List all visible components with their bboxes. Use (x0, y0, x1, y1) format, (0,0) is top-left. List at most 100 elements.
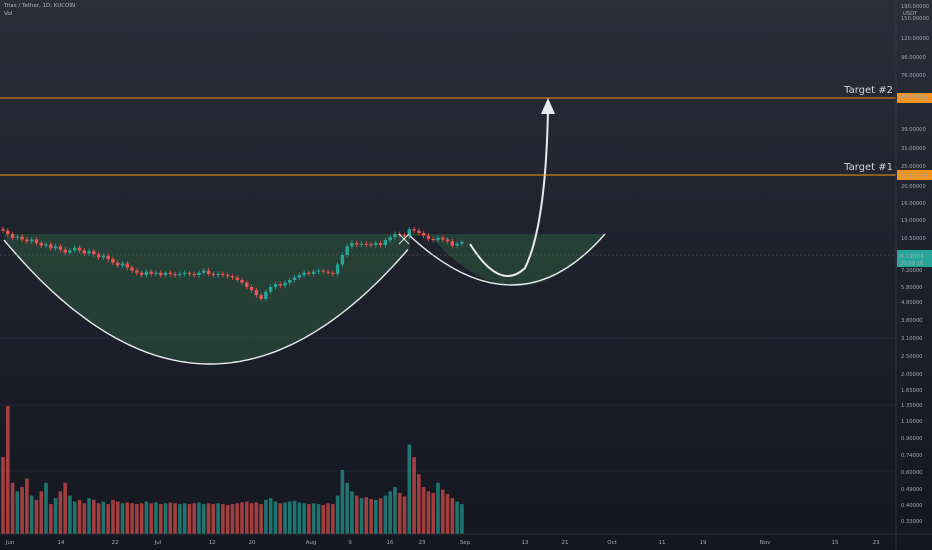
price-tick-label: 0.60000 (901, 470, 922, 476)
volume-bar (426, 491, 431, 534)
volume-bar (359, 498, 364, 534)
candle-body (355, 243, 359, 245)
candle-body (211, 273, 216, 276)
candle-body (44, 244, 48, 246)
candle-body (417, 230, 421, 234)
candle-body (49, 244, 53, 249)
price-tick-label: 2.50000 (901, 354, 922, 360)
time-tick-label: Jun (5, 540, 15, 546)
candle-body (116, 262, 120, 266)
candle-layer (1, 226, 464, 302)
symbol-legend[interactable]: Trias / Tether, 1D, KUCOIN (4, 3, 76, 9)
volume-bar (158, 504, 163, 534)
volume-bar (34, 499, 39, 534)
price-tick-label: 49.00000 (901, 94, 926, 100)
volume-bar (288, 501, 292, 534)
price-tick-label: 120.00000 (901, 36, 929, 42)
price-tick-label: 0.74000 (901, 453, 922, 459)
volume-bar (125, 502, 130, 534)
volume-bar (254, 502, 259, 534)
candle-body (29, 239, 34, 242)
target-price-text: 57.73374 (900, 97, 928, 103)
candle-body (34, 239, 39, 244)
volume-bar (130, 503, 134, 534)
candle-body (249, 287, 254, 291)
time-axis[interactable]: Jun 14 22 Jul 12 20 Aug 9 16 23 Sep 13 21 Oct 11 19 Nov 1… (0, 533, 932, 546)
candle-body (87, 251, 91, 254)
volume-bar (450, 498, 455, 534)
volume-bar (278, 503, 283, 534)
volume-bar (244, 501, 249, 534)
candle-body (92, 251, 96, 255)
price-tick-label: 0.33000 (901, 519, 922, 525)
volume-bar (182, 503, 187, 534)
candle-body (230, 276, 235, 278)
target-price-badge (897, 170, 932, 180)
volume-bar (297, 502, 302, 534)
drawing-layer: Target #2 Target #1 (0, 85, 896, 365)
candle-body (10, 234, 15, 238)
volume-layer (1, 406, 464, 534)
candle-body (144, 271, 149, 276)
candle-body (426, 235, 431, 239)
price-tick-label: 25.00000 (901, 164, 926, 170)
volume-bar (436, 482, 440, 534)
volume-bar (149, 503, 153, 534)
volume-bar (101, 501, 106, 534)
candle-body (101, 255, 106, 258)
volume-bar (58, 491, 63, 534)
price-tick-label: 13.00000 (901, 218, 926, 224)
time-tick-label: 12 (209, 540, 216, 546)
volume-bar (77, 499, 82, 534)
candle-body (154, 272, 158, 274)
volume-bar (455, 501, 459, 534)
candle-body (73, 247, 77, 251)
price-tick-label: 0.49000 (901, 487, 922, 493)
candle-body (288, 280, 292, 283)
candle-body (421, 233, 426, 236)
time-tick-label: 14 (58, 540, 65, 546)
volume-bar (139, 503, 144, 534)
volume-bar (264, 499, 268, 534)
candle-body (168, 272, 172, 274)
volume-bar (63, 482, 67, 534)
volume-bar (259, 504, 263, 534)
candle-body (135, 270, 139, 273)
volume-bar (460, 504, 464, 534)
candle-body (345, 246, 349, 255)
candle-body (450, 241, 455, 246)
last-price-badge (897, 250, 932, 267)
candle-body (268, 287, 273, 292)
candle-body (302, 272, 306, 276)
time-tick-label: Sep (460, 540, 471, 546)
volume-bar (273, 501, 278, 534)
volume-bar (249, 503, 254, 534)
price-tick-label: 150.00000 (901, 16, 929, 22)
volume-bar (397, 493, 402, 534)
price-tick-label: 3.10000 (901, 336, 922, 342)
volume-bar (364, 497, 369, 534)
volume-bar (173, 503, 177, 534)
cup-pattern-fill (4, 234, 605, 364)
candle-body (359, 243, 364, 245)
volume-bar (235, 503, 240, 534)
candle-body (364, 243, 368, 245)
breakout-marker (398, 233, 410, 245)
volume-legend[interactable]: Vol (4, 11, 13, 17)
candle-body (393, 234, 397, 238)
handle-curve (409, 233, 606, 286)
candle-body (321, 270, 325, 272)
volume-bar (335, 495, 340, 534)
candle-body (278, 284, 282, 286)
candle-body (125, 263, 129, 268)
volume-bar (440, 489, 445, 534)
volume-bar (1, 457, 5, 534)
time-tick-label: 9 (348, 540, 352, 546)
volume-bar (192, 503, 196, 534)
candle-body (139, 272, 144, 276)
candle-body (25, 239, 29, 242)
candle-body (20, 236, 24, 240)
